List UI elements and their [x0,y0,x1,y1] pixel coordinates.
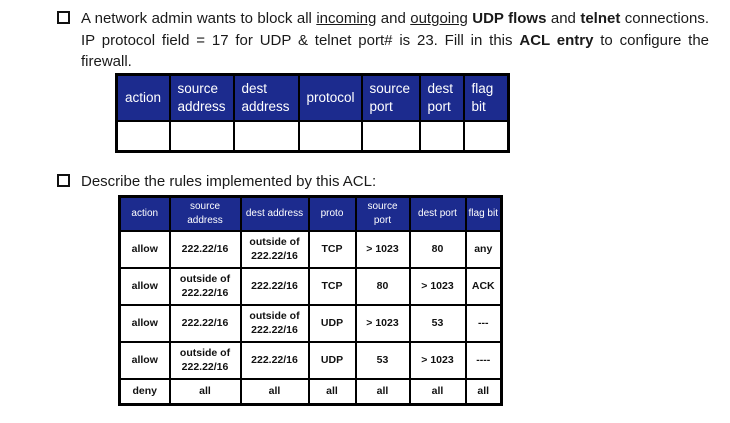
acl-rules-header-row: action source address dest address proto… [118,195,503,232]
acl-entry-empty-row [115,119,510,153]
cell-flag-bit: all [464,377,503,406]
cell-action: allow [118,229,171,269]
bullet1-text: A network admin wants to block all incom… [81,8,709,73]
acl-rules-table: action source address dest address proto… [118,195,503,406]
cell-flag-bit: --- [464,303,503,343]
cell-dest-address: 222.22/16 [239,340,310,380]
t1-col-header-action: action [115,73,171,122]
cell-proto: all [307,377,357,406]
t1-empty-cell-flag-bit [462,119,510,153]
cell-source-port: 80 [354,266,411,306]
t2-col-header-source-port: source port [354,195,411,232]
t2-col-header-action: action [118,195,171,232]
t1-empty-cell-protocol [297,119,363,153]
cell-dest-port: all [408,377,467,406]
t1-col-header-dest-address: dest address [232,73,300,122]
cell-dest-address: all [239,377,310,406]
bullet1-bold-telnet: telnet [580,10,621,27]
acl-rule-row-5-deny: deny all all all all all all [118,377,503,406]
cell-source-address: all [168,377,242,406]
checkbox-bullet-icon [57,174,70,187]
cell-dest-port: > 1023 [408,340,467,380]
cell-action: deny [118,377,171,406]
cell-source-address: outside of 222.22/16 [168,340,242,380]
cell-source-address: 222.22/16 [168,229,242,269]
cell-source-address: 222.22/16 [168,303,242,343]
t2-col-header-proto: proto [307,195,357,232]
cell-proto: TCP [307,229,357,269]
cell-dest-port: 80 [408,229,467,269]
t1-col-header-flag-bit: flag bit [462,73,510,122]
t2-col-header-flag-bit: flag bit [464,195,503,232]
bullet1-bold-udp-flows: UDP flows [472,10,547,27]
bullet1-bold-acl-entry: ACL entry [519,31,594,49]
bullet-item-block-udp: A network admin wants to block all incom… [57,8,709,73]
t1-empty-cell-source-address [168,119,235,153]
bullet2-text: Describe the rules implemented by this A… [81,173,377,190]
cell-dest-address: 222.22/16 [239,266,310,306]
cell-flag-bit: ACK [464,266,503,306]
bullet-item-describe-rules: Describe the rules implemented by this A… [57,171,376,193]
cell-proto: UDP [307,340,357,380]
t1-col-header-source-port: source port [360,73,421,122]
bullet1-seg: connections. IP protocol field = 17 for … [81,10,709,49]
cell-action: allow [118,340,171,380]
t2-col-header-source-address: source address [168,195,242,232]
bullet1-seg: to configure the firewall. [81,31,709,71]
cell-source-port: 53 [354,340,411,380]
t1-empty-cell-source-port [360,119,421,153]
t2-col-header-dest-address: dest address [239,195,310,232]
cell-flag-bit: any [464,229,503,269]
cell-dest-address: outside of 222.22/16 [239,303,310,343]
t1-col-header-source-address: source address [168,73,235,122]
bullet1-underline-outgoing: outgoing [410,10,468,27]
cell-flag-bit: ---- [464,340,503,380]
cell-action: allow [118,266,171,306]
cell-dest-port: > 1023 [408,266,467,306]
acl-entry-table: action source address dest address proto… [115,73,510,153]
cell-dest-port: 53 [408,303,467,343]
acl-rule-row-3: allow 222.22/16 outside of 222.22/16 UDP… [118,303,503,343]
t1-empty-cell-dest-address [232,119,300,153]
bullet1-seg: A network admin wants to block all [81,10,317,27]
cell-dest-address: outside of 222.22/16 [239,229,310,269]
acl-entry-header-row: action source address dest address proto… [115,73,510,122]
t1-empty-cell-dest-port [418,119,465,153]
bullet1-seg: and [376,10,411,27]
t1-col-header-dest-port: dest port [418,73,465,122]
acl-rule-row-2: allow outside of 222.22/16 222.22/16 TCP… [118,266,503,306]
t2-col-header-dest-port: dest port [408,195,467,232]
cell-source-port: > 1023 [354,303,411,343]
t1-empty-cell-action [115,119,171,153]
cell-action: allow [118,303,171,343]
cell-proto: TCP [307,266,357,306]
bullet1-seg: and [546,10,581,27]
acl-rule-row-1: allow 222.22/16 outside of 222.22/16 TCP… [118,229,503,269]
acl-rule-row-4: allow outside of 222.22/16 222.22/16 UDP… [118,340,503,380]
cell-source-address: outside of 222.22/16 [168,266,242,306]
bullet1-underline-incoming: incoming [316,10,377,27]
cell-proto: UDP [307,303,357,343]
t1-col-header-protocol: protocol [297,73,363,122]
cell-source-port: all [354,377,411,406]
checkbox-bullet-icon [57,11,70,24]
cell-source-port: > 1023 [354,229,411,269]
